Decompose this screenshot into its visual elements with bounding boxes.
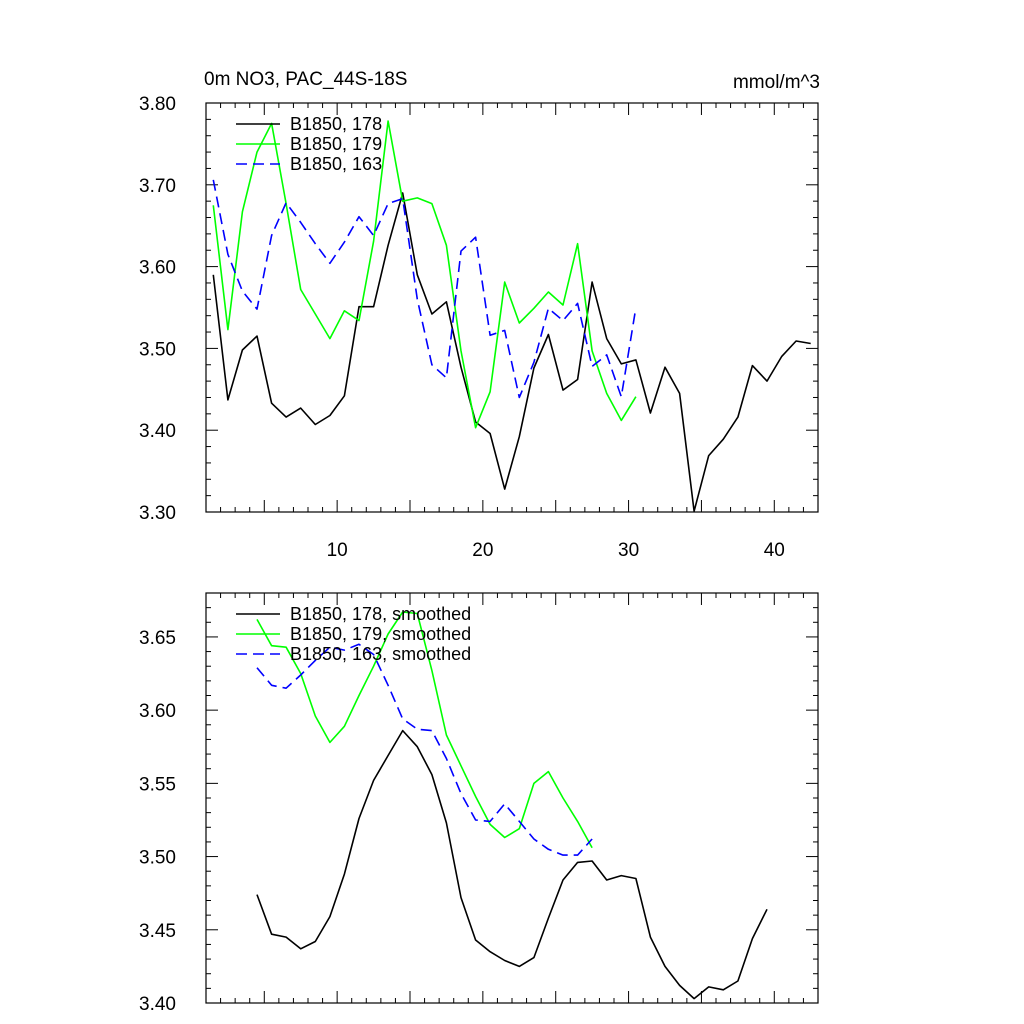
y-tick-label: 3.60 xyxy=(139,258,176,279)
series-line xyxy=(256,611,593,849)
y-tick-label: 3.65 xyxy=(139,628,176,649)
bottom-panel: 3.40 3.45 3.50 3.55 3.60 3.65 B1850, 178, smoo… xyxy=(139,592,819,1015)
series-line xyxy=(212,179,637,399)
top-panel: 0m NO3, PAC_44S-18S mmol/m^3 3.30 3.40 3.5… xyxy=(139,69,820,561)
panel-title: 0m NO3, PAC_44S-18S xyxy=(204,69,407,90)
y-tick-label: 3.50 xyxy=(139,339,176,360)
y-tick-label: 3.40 xyxy=(139,421,176,442)
legend-label: B1850, 179 xyxy=(290,134,382,154)
series-line xyxy=(256,643,593,856)
series-line xyxy=(256,729,768,1000)
series-line xyxy=(212,120,637,429)
legend-label: B1850, 163 xyxy=(290,154,382,174)
y-tick-label: 3.40 xyxy=(139,994,176,1015)
x-tick-label: 10 xyxy=(327,540,348,561)
series-line xyxy=(212,192,811,513)
legend-label: B1850, 178 xyxy=(290,114,382,134)
y-tick-label: 3.80 xyxy=(139,94,176,115)
x-tick-label: 30 xyxy=(618,540,639,561)
y-tick-label: 3.70 xyxy=(139,176,176,197)
y-tick-label: 3.45 xyxy=(139,921,176,942)
y-tick-label: 3.60 xyxy=(139,701,176,722)
units-label: mmol/m^3 xyxy=(733,72,820,93)
legend-label: B1850, 178, smoothed xyxy=(290,604,471,624)
legend-label: B1850, 163, smoothed xyxy=(290,644,471,664)
y-tick-label: 3.50 xyxy=(139,848,176,869)
x-tick-label: 40 xyxy=(764,540,785,561)
x-tick-label: 20 xyxy=(472,540,493,561)
legend-label: B1850, 179, smoothed xyxy=(290,624,471,644)
y-tick-label: 3.55 xyxy=(139,774,176,795)
y-tick-label: 3.30 xyxy=(139,503,176,524)
